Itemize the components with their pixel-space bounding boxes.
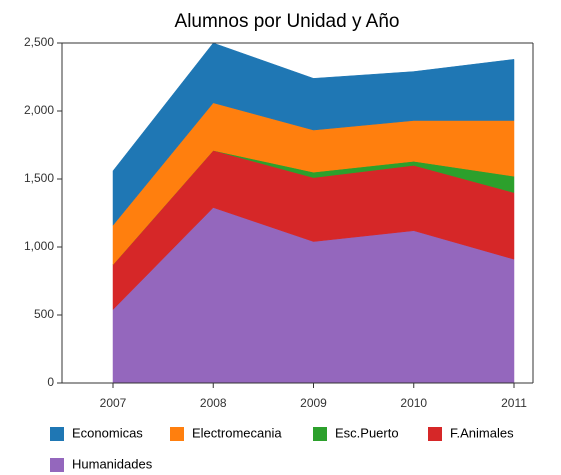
legend-label: Electromecania bbox=[192, 425, 282, 440]
legend-label: F.Animales bbox=[450, 425, 514, 440]
legend-swatch bbox=[50, 458, 64, 472]
y-tick-label: 0 bbox=[47, 375, 54, 389]
x-tick-label: 2007 bbox=[100, 396, 127, 410]
legend-label: Economicas bbox=[72, 425, 143, 440]
x-tick-label: 2009 bbox=[300, 396, 327, 410]
x-tick-label: 2011 bbox=[501, 396, 527, 410]
legend-swatch bbox=[50, 427, 64, 441]
y-tick-label: 1,000 bbox=[24, 239, 54, 253]
area bbox=[112, 42, 515, 226]
y-tick-label: 2,000 bbox=[24, 103, 54, 117]
y-tick-label: 1,500 bbox=[24, 171, 54, 185]
legend-label: Humanidades bbox=[72, 456, 153, 471]
legend-swatch bbox=[428, 427, 442, 441]
y-tick-label: 500 bbox=[34, 307, 54, 321]
chart-title: Alumnos por Unidad y Año bbox=[175, 11, 400, 32]
x-tick-label: 2008 bbox=[200, 396, 227, 410]
legend-swatch bbox=[170, 427, 184, 441]
y-tick-label: 2,500 bbox=[24, 35, 54, 49]
legend-swatch bbox=[313, 427, 327, 441]
legend-label: Esc.Puerto bbox=[335, 425, 399, 440]
x-tick-label: 2010 bbox=[400, 396, 427, 410]
